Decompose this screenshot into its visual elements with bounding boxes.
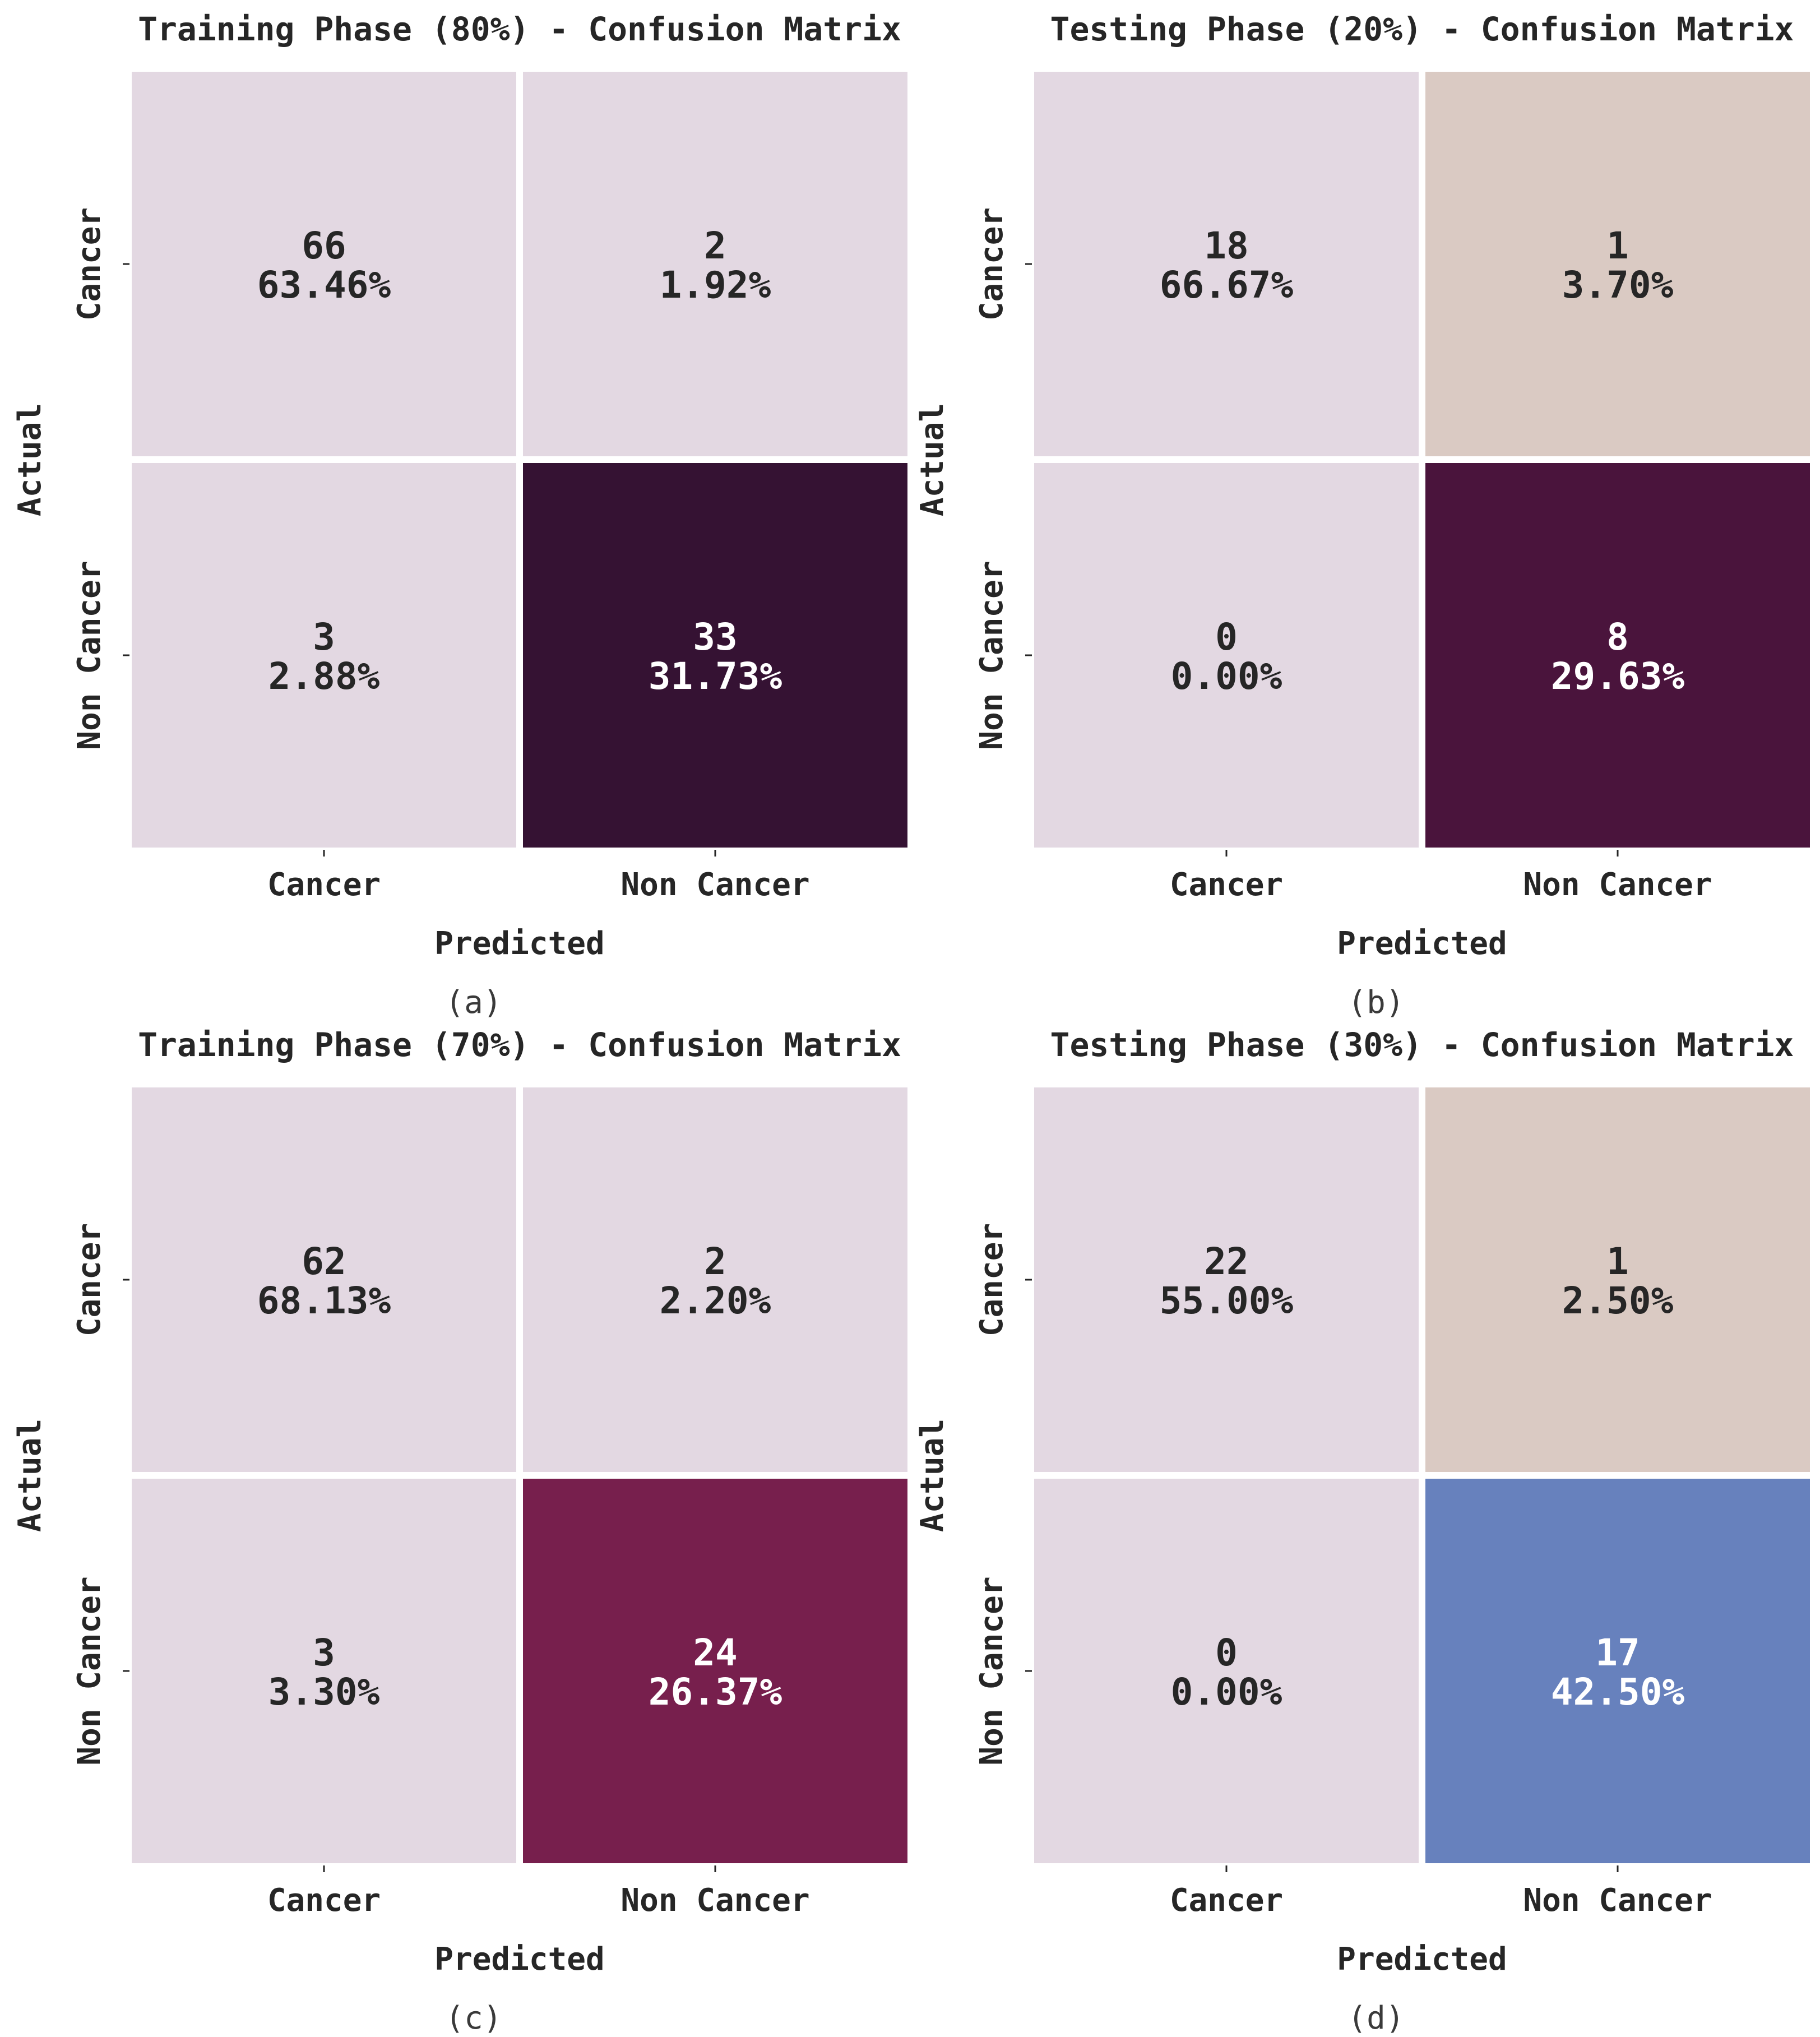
x-tick-label: Non Cancer [620, 867, 809, 903]
x-axis-label: Predicted [1337, 1941, 1507, 1978]
cell-percent-label: 31.73% [649, 655, 782, 698]
x-tick-label: Cancer [267, 867, 381, 903]
y-tick-label: Non Cancer [71, 1576, 108, 1765]
cell-percent-label: 55.00% [1160, 1279, 1294, 1322]
x-tick-label: Non Cancer [620, 1882, 809, 1919]
cell-count-label: 33 [693, 615, 737, 659]
cell-count-label: 0 [1215, 615, 1238, 659]
x-tick-label: Cancer [1170, 867, 1283, 903]
cell-percent-label: 0.00% [1171, 1670, 1282, 1714]
x-tick-label: Non Cancer [1523, 867, 1712, 903]
cell-percent-label: 3.70% [1562, 263, 1674, 307]
y-tick-label: Cancer [974, 207, 1010, 321]
heatmap-cell-cancer-cancer [132, 72, 516, 456]
heatmap-cell-cancer-non-cancer [523, 72, 907, 456]
cell-percent-label: 2.20% [660, 1279, 771, 1322]
panel-caption: (d) [1347, 2000, 1404, 2034]
heatmap-cell-cancer-non-cancer [1425, 72, 1810, 456]
cell-count-label: 0 [1215, 1631, 1238, 1674]
cell-count-label: 1 [1606, 224, 1629, 267]
y-tick-label: Cancer [71, 1223, 108, 1336]
cell-count-label: 22 [1204, 1240, 1248, 1283]
cell-count-label: 3 [313, 615, 335, 659]
y-tick-label: Cancer [71, 207, 108, 321]
heatmap-cell-non-cancer-cancer [1034, 463, 1419, 848]
cell-count-label: 2 [704, 1240, 726, 1283]
cell-count-label: 18 [1204, 224, 1248, 267]
cell-count-label: 8 [1606, 615, 1629, 659]
cell-percent-label: 3.30% [268, 1670, 380, 1714]
chart-title: Testing Phase (30%) - Confusion Matrix [1050, 1026, 1794, 1064]
confusion-matrix-panel-c: Training Phase (70%) - Confusion Matrix 6… [0, 1016, 910, 2034]
y-axis-label: Actual [12, 1419, 48, 1532]
y-axis-label: Actual [914, 1419, 951, 1532]
heatmap-cell-cancer-non-cancer [523, 1087, 907, 1472]
heatmap-svg: Training Phase (80%) - Confusion Matrix 6… [12, 10, 907, 1018]
heatmap-cell-cancer-cancer [1034, 1087, 1419, 1472]
panel-caption: (b) [1347, 984, 1404, 1018]
y-tick-label: Cancer [974, 1223, 1010, 1336]
chart-title: Testing Phase (20%) - Confusion Matrix [1050, 10, 1794, 48]
heatmap-cell-cancer-non-cancer [1425, 1087, 1810, 1472]
chart-title: Training Phase (70%) - Confusion Matrix [138, 1026, 901, 1064]
heatmap-cell-non-cancer-cancer [132, 1479, 516, 1863]
heatmap-cell-non-cancer-cancer [132, 463, 516, 848]
cell-percent-label: 1.92% [660, 263, 771, 307]
cell-count-label: 2 [704, 224, 726, 267]
panel-caption: (c) [445, 2000, 502, 2034]
heatmap-cell-non-cancer-non-cancer [1425, 463, 1810, 848]
x-axis-label: Predicted [434, 1941, 604, 1978]
heatmap-svg: Testing Phase (20%) - Confusion Matrix18… [914, 10, 1810, 1018]
cell-percent-label: 42.50% [1551, 1670, 1685, 1714]
panel-caption: (a) [445, 984, 502, 1018]
heatmap-cell-cancer-cancer [132, 1087, 516, 1472]
confusion-matrix-panel-a: Training Phase (80%) - Confusion Matrix 6… [0, 0, 910, 1018]
x-axis-label: Predicted [1337, 925, 1507, 962]
cell-count-label: 62 [302, 1240, 346, 1283]
cell-count-label: 1 [1606, 1240, 1629, 1283]
heatmap-svg: Training Phase (70%) - Confusion Matrix 6… [12, 1026, 907, 2034]
cell-count-label: 3 [313, 1631, 335, 1674]
x-axis-label: Predicted [434, 925, 604, 962]
cell-percent-label: 63.46% [257, 263, 391, 307]
cell-percent-label: 0.00% [1171, 655, 1282, 698]
cell-percent-label: 26.37% [649, 1670, 782, 1714]
y-tick-label: Non Cancer [71, 561, 108, 749]
heatmap-cell-non-cancer-non-cancer [1425, 1479, 1810, 1863]
cell-count-label: 66 [302, 224, 346, 267]
x-tick-label: Non Cancer [1523, 1882, 1712, 1919]
y-axis-label: Actual [914, 403, 951, 516]
x-tick-label: Cancer [267, 1882, 381, 1919]
heatmap-cell-cancer-cancer [1034, 72, 1419, 456]
y-tick-label: Non Cancer [974, 1576, 1010, 1765]
y-axis-label: Actual [12, 403, 48, 516]
y-tick-label: Non Cancer [974, 561, 1010, 749]
confusion-matrix-panel-d: Testing Phase (30%) - Confusion Matrix 22… [902, 1016, 1812, 2034]
heatmap-cell-non-cancer-non-cancer [523, 1479, 907, 1863]
cell-percent-label: 66.67% [1160, 263, 1294, 307]
heatmap-svg: Testing Phase (30%) - Confusion Matrix 22… [914, 1026, 1810, 2034]
chart-title: Training Phase (80%) - Confusion Matrix [138, 10, 901, 48]
heatmap-cell-non-cancer-cancer [1034, 1479, 1419, 1863]
cell-count-label: 24 [693, 1631, 737, 1674]
heatmap-cell-non-cancer-non-cancer [523, 463, 907, 848]
cell-count-label: 17 [1595, 1631, 1640, 1674]
confusion-matrix-panel-b: Testing Phase (20%) - Confusion Matrix 18… [902, 0, 1812, 1018]
cell-percent-label: 68.13% [257, 1279, 391, 1322]
x-tick-label: Cancer [1170, 1882, 1283, 1919]
cell-percent-label: 2.88% [268, 655, 380, 698]
cell-percent-label: 2.50% [1562, 1279, 1674, 1322]
cell-percent-label: 29.63% [1551, 655, 1685, 698]
